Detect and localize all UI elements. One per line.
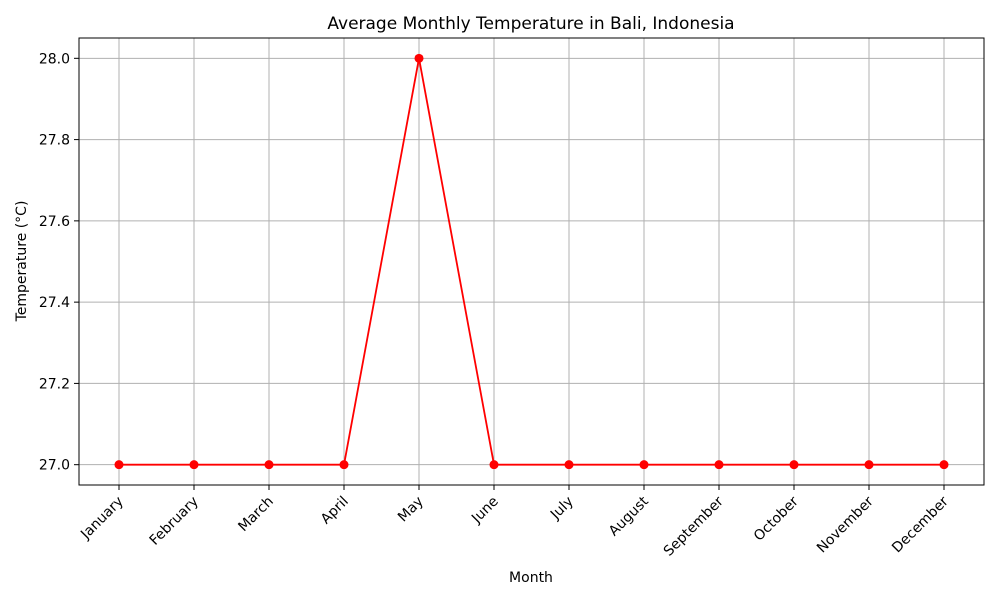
- x-tick-label: December: [889, 493, 952, 556]
- data-point-october: [789, 460, 799, 470]
- x-tick-label: January: [77, 494, 127, 544]
- data-point-march: [264, 460, 274, 470]
- x-tick-label: May: [395, 494, 427, 526]
- x-tick-label: April: [318, 494, 352, 528]
- x-tick-label: June: [468, 494, 502, 528]
- data-point-july: [564, 460, 574, 470]
- data-point-april: [339, 460, 349, 470]
- y-tick-label: 27.6: [39, 214, 70, 230]
- x-ticks: January February March April May June July Augu…: [77, 485, 952, 560]
- y-axis-label: Temperature (°C): [14, 201, 30, 323]
- x-tick-label: February: [147, 494, 202, 549]
- data-point-november: [864, 460, 874, 470]
- y-tick-label: 28.0: [39, 51, 70, 67]
- y-tick-label: 27.4: [39, 295, 70, 311]
- data-point-june: [489, 460, 499, 470]
- x-axis-label: Month: [509, 570, 553, 586]
- series-line: [119, 58, 944, 466]
- y-tick-label: 27.0: [39, 458, 70, 474]
- data-point-september: [714, 460, 724, 470]
- x-tick-label: November: [814, 493, 877, 556]
- data-point-february: [189, 460, 199, 470]
- grid: [79, 38, 984, 485]
- y-tick-label: 27.2: [39, 376, 70, 392]
- x-tick-label: September: [661, 493, 727, 559]
- y-ticks: 27.0 27.2 27.4 27.6 27.8 28.0: [39, 51, 79, 474]
- x-tick-label: March: [235, 494, 276, 535]
- data-point-january: [114, 460, 124, 470]
- y-tick-label: 27.8: [39, 133, 70, 149]
- data-point-december: [939, 460, 949, 470]
- x-tick-label: August: [606, 493, 652, 539]
- data-point-august: [639, 460, 649, 470]
- axes-frame: [78, 37, 985, 486]
- x-tick-label: October: [751, 493, 802, 544]
- data-point-may: [414, 53, 424, 63]
- x-tick-label: July: [547, 494, 577, 524]
- series-temperature: [114, 53, 949, 470]
- chart-title: Average Monthly Temperature in Bali, Ind…: [327, 14, 734, 34]
